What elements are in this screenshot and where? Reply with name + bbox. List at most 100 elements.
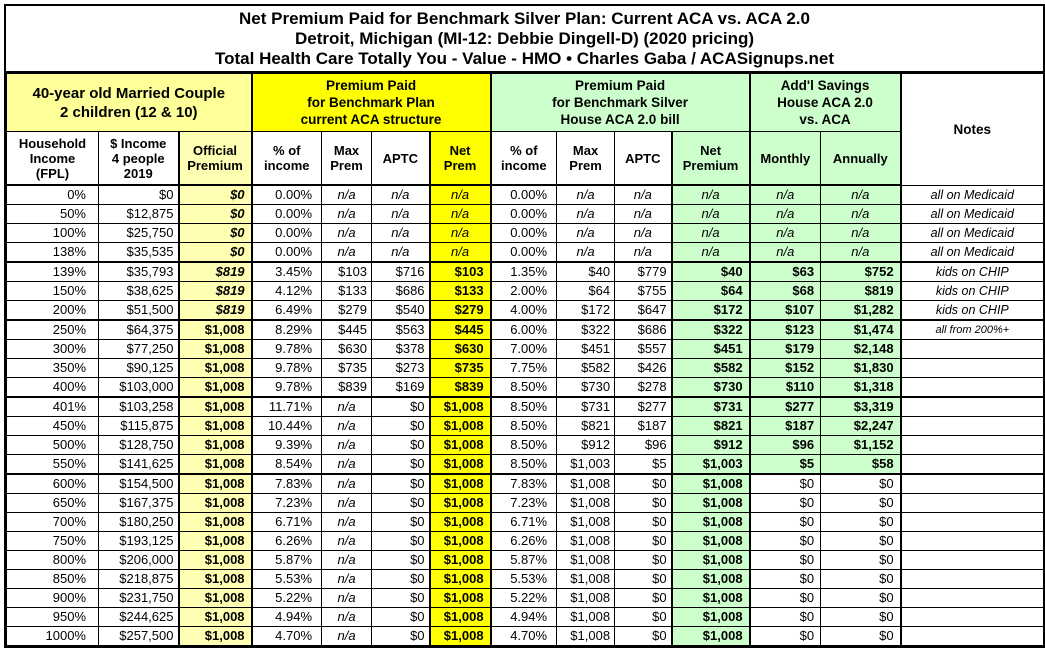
aca-aptc-cell: $0 xyxy=(371,531,431,551)
aca2-max-prem-cell: $1,008 xyxy=(556,626,616,646)
column-header-aca-net-prem: Net Prem xyxy=(429,131,492,186)
aca-max-prem-cell: n/a xyxy=(321,396,373,417)
aca2-aptc-cell: $647 xyxy=(614,300,673,321)
aca2-max-prem-cell: $1,008 xyxy=(556,550,616,570)
savings-monthly-cell: $107 xyxy=(749,300,822,321)
aca-max-prem-cell: n/a xyxy=(321,569,373,589)
column-header-aca-pct-income: % of income xyxy=(251,131,323,186)
savings-annually-cell: $2,247 xyxy=(820,416,902,436)
savings-annually-cell: $0 xyxy=(820,512,902,532)
column-header-aca2-pct-income: % of income xyxy=(490,131,558,186)
fpl-cell: 750% xyxy=(6,531,99,551)
aca2-aptc-cell: $5 xyxy=(614,454,673,475)
table-row: 750% $193,125 $1,008 6.26% n/a $0 $1,008 6.26% $… xyxy=(6,531,1045,551)
aca-net-prem-cell: $1,008 xyxy=(429,626,492,646)
aca-net-prem-cell: $103 xyxy=(429,261,492,282)
aca-pct-income-cell: 5.87% xyxy=(251,550,323,570)
notes-cell xyxy=(900,531,1045,551)
aca2-max-prem-cell: $64 xyxy=(556,281,616,301)
aca-aptc-cell: $0 xyxy=(371,396,431,417)
income-cell: $25,750 xyxy=(98,223,180,243)
aca-net-prem-cell: $1,008 xyxy=(429,454,492,475)
fpl-cell: 300% xyxy=(6,339,99,359)
aca-max-prem-cell: n/a xyxy=(321,473,373,494)
table-row: 900% $231,750 $1,008 5.22% n/a $0 $1,008 5.22% $… xyxy=(6,588,1045,608)
savings-monthly-cell: $0 xyxy=(749,493,822,513)
savings-annually-cell: $0 xyxy=(820,550,902,570)
aca2-pct-income-cell: 6.71% xyxy=(490,512,558,532)
aca-max-prem-cell: $735 xyxy=(321,358,373,378)
aca2-max-prem-cell: $1,008 xyxy=(556,493,616,513)
aca2-max-prem-cell: $582 xyxy=(556,358,616,378)
aca-pct-income-cell: 9.78% xyxy=(251,339,323,359)
savings-annually-cell: $0 xyxy=(820,626,902,646)
notes-cell: kids on CHIP xyxy=(900,300,1045,321)
table-row: 600% $154,500 $1,008 7.83% n/a $0 $1,008 7.83% $… xyxy=(6,473,1045,494)
savings-monthly-cell: $179 xyxy=(749,339,822,359)
section-header-row: 40-year old Married Couple 2 children (1… xyxy=(5,73,1045,186)
aca-aptc-cell: $540 xyxy=(371,300,431,321)
aca-max-prem-cell: n/a xyxy=(321,531,373,551)
aca2-net-premium-cell: $64 xyxy=(671,281,751,301)
income-cell: $51,500 xyxy=(98,300,180,321)
aca2-net-premium-cell: $730 xyxy=(671,377,751,398)
aca2-pct-income-cell: 0.00% xyxy=(490,223,558,243)
aca2-net-premium-cell: n/a xyxy=(671,242,751,263)
fpl-cell: 500% xyxy=(6,435,99,455)
income-cell: $218,875 xyxy=(98,569,180,589)
aca2-pct-income-cell: 5.53% xyxy=(490,569,558,589)
savings-annually-cell: n/a xyxy=(820,184,902,205)
notes-cell: all from 200%+ xyxy=(900,319,1045,340)
aca-pct-income-cell: 6.71% xyxy=(251,512,323,532)
aca2-max-prem-cell: $912 xyxy=(556,435,616,455)
savings-annually-cell: $3,319 xyxy=(820,396,902,417)
aca-net-prem-cell: $735 xyxy=(429,358,492,378)
premium-table: 40-year old Married Couple 2 children (1… xyxy=(5,73,1045,646)
fpl-cell: 600% xyxy=(6,473,99,494)
aca-aptc-cell: $0 xyxy=(371,493,431,513)
notes-cell xyxy=(900,473,1045,494)
aca2-max-prem-cell: $1,008 xyxy=(556,588,616,608)
aca2-max-prem-cell: $1,008 xyxy=(556,569,616,589)
savings-monthly-cell: $152 xyxy=(749,358,822,378)
aca-aptc-cell: $0 xyxy=(371,626,431,646)
table-row: 50% $12,875 $0 0.00% n/a n/a n/a 0.00% n/a n/a n/a… xyxy=(6,204,1045,224)
aca-net-prem-cell: $1,008 xyxy=(429,531,492,551)
notes-cell xyxy=(900,626,1045,646)
aca-max-prem-cell: n/a xyxy=(321,550,373,570)
aca-max-prem-cell: n/a xyxy=(321,416,373,436)
aca2-pct-income-cell: 7.00% xyxy=(490,339,558,359)
aca2-net-premium-cell: $1,008 xyxy=(671,607,751,627)
aca2-aptc-cell: $0 xyxy=(614,626,673,646)
aca-pct-income-cell: 6.49% xyxy=(251,300,323,321)
table-row: 850% $218,875 $1,008 5.53% n/a $0 $1,008 5.53% $… xyxy=(6,569,1045,589)
aca-aptc-cell: $0 xyxy=(371,454,431,475)
aca-net-prem-cell: n/a xyxy=(429,242,492,263)
aca-pct-income-cell: 9.78% xyxy=(251,377,323,398)
official-premium-cell: $0 xyxy=(177,242,253,263)
aca2-aptc-cell: $686 xyxy=(614,319,673,340)
column-header-income: $ Income 4 people 2019 xyxy=(98,131,180,186)
savings-annually-cell: $752 xyxy=(820,261,902,282)
aca-aptc-cell: $378 xyxy=(371,339,431,359)
aca-aptc-cell: $563 xyxy=(371,319,431,340)
aca-pct-income-cell: 9.39% xyxy=(251,435,323,455)
aca2-net-premium-cell: $1,008 xyxy=(671,588,751,608)
table-row: 200% $51,500 $819 6.49% $279 $540 $279 4.00% $17… xyxy=(6,300,1045,321)
notes-cell xyxy=(900,358,1045,378)
aca-net-prem-cell: $1,008 xyxy=(429,473,492,494)
fpl-cell: 400% xyxy=(6,377,99,398)
aca2-pct-income-cell: 0.00% xyxy=(490,184,558,205)
savings-monthly-cell: $5 xyxy=(749,454,822,475)
savings-annually-cell: $1,474 xyxy=(820,319,902,340)
official-premium-cell: $1,008 xyxy=(177,607,253,627)
aca2-net-premium-cell: $451 xyxy=(671,339,751,359)
aca2-max-prem-cell: n/a xyxy=(556,242,616,263)
aca2-aptc-cell: $277 xyxy=(614,396,673,417)
aca2-net-premium-cell: $1,008 xyxy=(671,569,751,589)
table-row: 450% $115,875 $1,008 10.44% n/a $0 $1,008 8.50%… xyxy=(6,416,1045,436)
aca2-net-premium-cell: n/a xyxy=(671,184,751,205)
aca2-net-premium-cell: $1,008 xyxy=(671,512,751,532)
aca2-max-prem-cell: $322 xyxy=(556,319,616,340)
aca-pct-income-cell: 0.00% xyxy=(251,223,323,243)
